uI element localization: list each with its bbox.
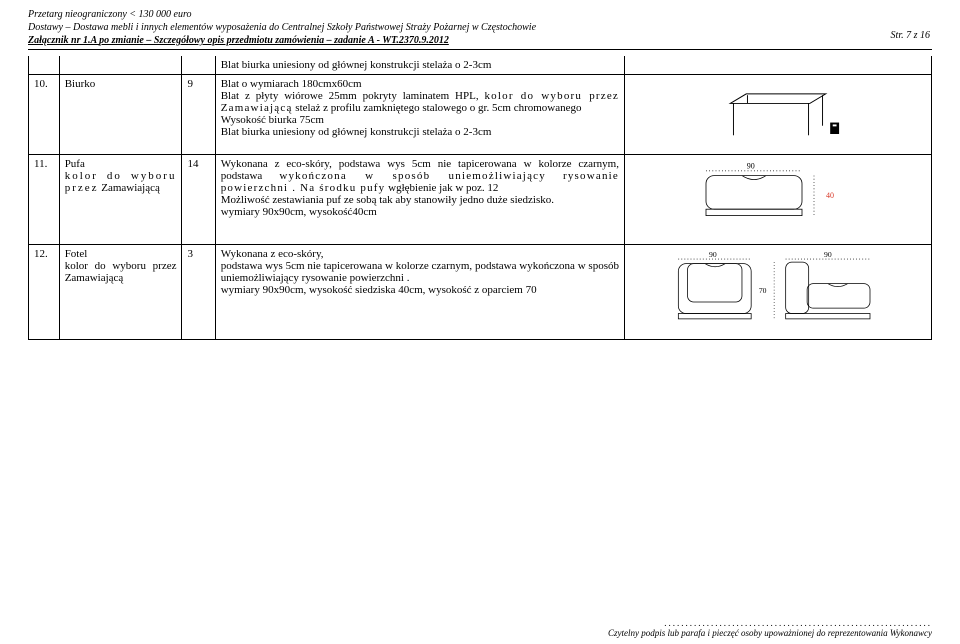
cell-name: Fotelkolor do wyboru przez Zamawiającą xyxy=(59,245,182,340)
svg-text:90: 90 xyxy=(824,250,832,259)
cell-image xyxy=(625,75,932,155)
header: Przetarg nieograniczony < 130 000 euro D… xyxy=(28,8,932,47)
desk-icon xyxy=(708,78,848,148)
cell-qty xyxy=(182,56,215,75)
cell-no: 12. xyxy=(29,245,60,340)
header-line-3: Załącznik nr 1.A po zmianie – Szczegółow… xyxy=(28,34,932,47)
page: Przetarg nieograniczony < 130 000 euro D… xyxy=(0,0,960,644)
svg-text:90: 90 xyxy=(709,250,717,259)
pufa-icon: 90 40 xyxy=(668,158,888,238)
table-row: Blat biurka uniesiony od głównej konstru… xyxy=(29,56,932,75)
header-rule xyxy=(28,49,932,50)
cell-qty: 9 xyxy=(182,75,215,155)
cell-name: Pufakolor do wyboru przez Zamawiającą xyxy=(59,155,182,245)
dim-label: 40 xyxy=(826,191,834,200)
cell-no: 10. xyxy=(29,75,60,155)
cell-desc: Blat biurka uniesiony od głównej konstru… xyxy=(215,56,624,75)
cell-qty: 14 xyxy=(182,155,215,245)
cell-image: 90 40 xyxy=(625,155,932,245)
cell-no: 11. xyxy=(29,155,60,245)
spec-table: Blat biurka uniesiony od głównej konstru… xyxy=(28,56,932,340)
header-line-1: Przetarg nieograniczony < 130 000 euro xyxy=(28,8,932,21)
svg-text:90: 90 xyxy=(747,161,755,170)
footer-caption: Czytelny podpis lub parafa i pieczęć oso… xyxy=(608,628,932,638)
cell-desc: Wykonana z eco-skóry, podstawa wys 5cm n… xyxy=(215,155,624,245)
table-row: 10. Biurko 9 Blat o wymiarach 180cmx60cm… xyxy=(29,75,932,155)
fotel-icon: 90 90 70 xyxy=(663,248,893,333)
table-row: 11. Pufakolor do wyboru przez Zamawiając… xyxy=(29,155,932,245)
cell-image: 90 90 70 xyxy=(625,245,932,340)
cell-desc: Blat o wymiarach 180cmx60cm Blat z płyty… xyxy=(215,75,624,155)
table-row: 12. Fotelkolor do wyboru przez Zamawiają… xyxy=(29,245,932,340)
cell-name: Biurko xyxy=(59,75,182,155)
cell-no xyxy=(29,56,60,75)
signature-line: ........................................… xyxy=(664,618,932,628)
cell-image xyxy=(625,56,932,75)
attachment-label: Załącznik nr 1.A po zmianie – Szczegółow… xyxy=(28,35,449,46)
page-number: Str. 7 z 16 xyxy=(891,30,930,41)
svg-text:70: 70 xyxy=(759,286,767,295)
header-line-2: Dostawy – Dostawa mebli i innych element… xyxy=(28,21,932,34)
cell-qty: 3 xyxy=(182,245,215,340)
footer: ........................................… xyxy=(608,618,932,638)
cell-desc: Wykonana z eco-skóry, podstawa wys 5cm n… xyxy=(215,245,624,340)
cell-name xyxy=(59,56,182,75)
